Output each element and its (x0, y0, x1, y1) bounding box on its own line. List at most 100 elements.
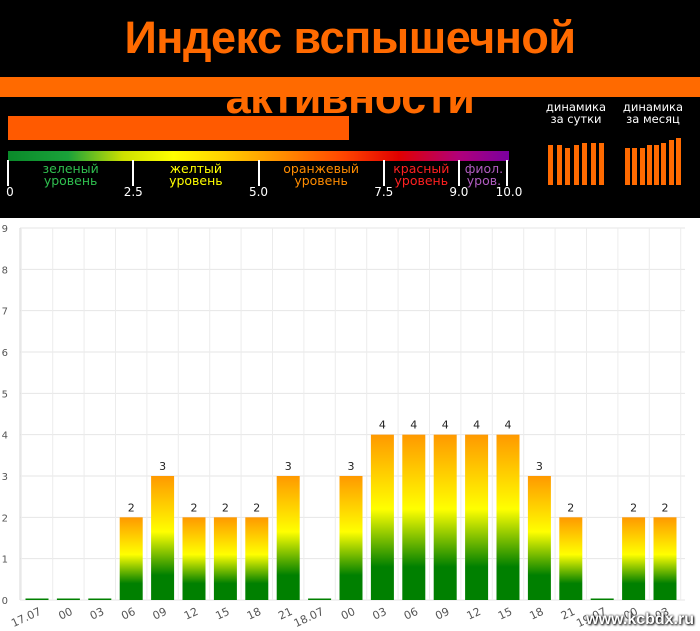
data-label: 4 (473, 419, 480, 432)
scale-tick (506, 160, 508, 186)
dynamics-bar (676, 137, 681, 185)
level-label: оранжевый уровень (283, 161, 359, 188)
y-axis-labels: 0 1 2 3 4 5 6 7 8 9 (2, 224, 8, 607)
y-tick-label: 3 (2, 472, 8, 483)
orange-divider (0, 77, 700, 97)
dynamics-bar (646, 145, 652, 185)
bar (402, 434, 426, 600)
data-label: 2 (222, 501, 229, 514)
level-label: желтый уровень (169, 161, 223, 188)
bar (56, 598, 80, 600)
y-tick-label: 9 (2, 224, 8, 235)
header-panel: Индекс вспышечной активности зеленый уро… (0, 0, 700, 218)
scale-tick-label: 7.5 (374, 185, 394, 199)
x-tick-label: 00 (622, 605, 640, 623)
data-label: 4 (505, 419, 512, 432)
dynamics-bar (565, 147, 570, 185)
dynamics-month-label: динамика за месяц (622, 100, 684, 126)
y-tick-label: 2 (2, 513, 8, 524)
bar (370, 434, 394, 600)
bar (151, 476, 175, 600)
bar (622, 517, 646, 600)
data-label: 2 (253, 501, 260, 514)
scale-tick-label: 2.5 (123, 185, 143, 199)
x-tick-label: 03 (653, 605, 671, 623)
x-tick-label: 03 (88, 605, 106, 623)
x-tick-label: 21 (276, 605, 294, 623)
y-tick-label: 0 (2, 596, 8, 607)
x-tick-label: 17.07 (9, 605, 43, 630)
data-label: 4 (410, 419, 417, 432)
scale-tick-label: 9.0 (449, 185, 469, 199)
x-tick-label: 00 (339, 605, 357, 623)
y-tick-label: 7 (2, 307, 8, 318)
x-tick-label: 06 (119, 605, 137, 623)
x-tick-label: 18.07 (292, 605, 326, 630)
dynamics-bar (573, 145, 579, 185)
bar (653, 517, 677, 600)
x-tick-label: 18 (527, 605, 545, 623)
data-label: 2 (630, 501, 637, 514)
chart-bars (25, 434, 677, 600)
data-label: 3 (159, 460, 166, 473)
bar (559, 517, 583, 600)
data-label: 2 (128, 501, 135, 514)
x-tick-label: 12 (182, 605, 200, 623)
index-value-bar (8, 116, 349, 140)
dynamics-bar (599, 142, 604, 185)
dynamics-bar (661, 142, 667, 185)
data-label: 3 (348, 460, 355, 473)
x-tick-label: 21 (559, 605, 577, 623)
dynamics-bar (625, 147, 630, 185)
y-tick-label: 6 (2, 348, 8, 359)
data-label: 2 (191, 501, 198, 514)
data-label: 2 (567, 501, 574, 514)
x-tick-label: 06 (402, 605, 420, 623)
dynamics-day-label: динамика за сутки (545, 100, 607, 126)
bar (527, 476, 551, 600)
x-tick-label: 09 (433, 605, 451, 623)
dynamics-bar (556, 145, 562, 185)
bar (590, 598, 614, 600)
scale-tick-label: 0 (6, 185, 14, 199)
level-label: фиол. уров. (464, 161, 504, 188)
bar (119, 517, 143, 600)
bar (276, 476, 300, 600)
level-label: зеленый уровень (42, 161, 99, 188)
dynamics-bar (548, 145, 553, 185)
x-tick-label: 18 (245, 605, 263, 623)
bar (182, 517, 206, 600)
level-label: красный уровень (393, 161, 450, 188)
dynamics-bar (654, 145, 660, 185)
bar (496, 434, 520, 600)
dynamics-bar (639, 147, 645, 185)
x-tick-label: 09 (151, 605, 169, 623)
y-tick-label: 5 (2, 389, 8, 400)
x-tick-label: 03 (370, 605, 388, 623)
data-label: 4 (379, 419, 386, 432)
scale-tick-label: 5.0 (248, 185, 269, 199)
bar (433, 434, 457, 600)
scale-tick (382, 160, 385, 186)
data-label: 4 (442, 419, 449, 432)
y-tick-label: 8 (2, 265, 8, 276)
scale-tick (257, 160, 260, 186)
x-tick-label: 15 (213, 605, 231, 623)
data-label: 3 (285, 460, 292, 473)
dynamics-bar (668, 140, 674, 185)
x-tick-label: 00 (56, 605, 74, 623)
scale-tick (7, 160, 9, 186)
y-tick-label: 4 (2, 431, 8, 442)
scale-tick-label: 10.0 (495, 185, 523, 199)
scale-gradient-bar (8, 151, 509, 161)
scale-tick (132, 160, 135, 186)
bar (339, 476, 363, 600)
scale-tick (457, 160, 460, 186)
x-tick-label: 12 (465, 605, 483, 623)
bar (25, 598, 49, 600)
dynamics-bar (632, 147, 638, 185)
y-tick-label: 1 (2, 555, 8, 566)
bar (465, 434, 489, 600)
